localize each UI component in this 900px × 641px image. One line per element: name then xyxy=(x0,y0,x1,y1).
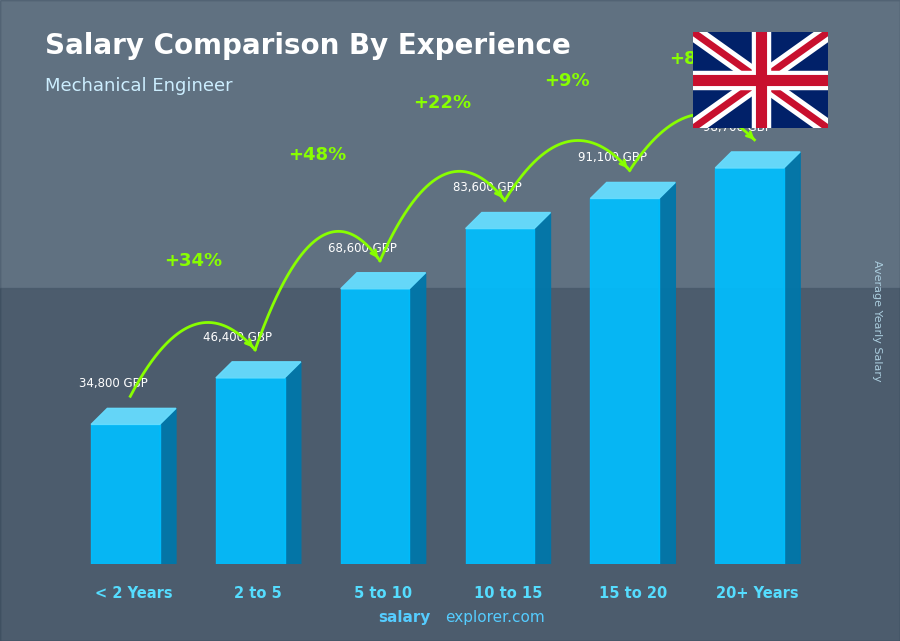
Text: 5 to 10: 5 to 10 xyxy=(354,586,412,601)
Bar xyxy=(0,288,900,641)
Bar xyxy=(716,168,784,564)
Polygon shape xyxy=(535,213,551,564)
Polygon shape xyxy=(784,152,800,564)
Polygon shape xyxy=(716,152,800,168)
Polygon shape xyxy=(160,408,176,564)
Text: 20+ Years: 20+ Years xyxy=(716,586,799,601)
Bar xyxy=(341,289,410,564)
Text: Mechanical Engineer: Mechanical Engineer xyxy=(45,77,232,95)
Text: Average Yearly Salary: Average Yearly Salary xyxy=(872,260,883,381)
Text: < 2 Years: < 2 Years xyxy=(94,586,172,601)
Text: 15 to 20: 15 to 20 xyxy=(598,586,667,601)
Polygon shape xyxy=(216,362,301,378)
Polygon shape xyxy=(590,183,675,199)
Text: salary: salary xyxy=(378,610,430,625)
Text: 46,400 GBP: 46,400 GBP xyxy=(203,331,273,344)
Polygon shape xyxy=(91,408,176,424)
Polygon shape xyxy=(659,183,675,564)
Bar xyxy=(0,0,900,288)
Bar xyxy=(216,378,284,564)
Text: +22%: +22% xyxy=(413,94,472,112)
Text: +8%: +8% xyxy=(670,49,715,68)
Text: 68,600 GBP: 68,600 GBP xyxy=(328,242,397,254)
Polygon shape xyxy=(465,213,551,229)
Text: 98,700 GBP: 98,700 GBP xyxy=(703,121,771,134)
Bar xyxy=(590,199,659,564)
Text: 2 to 5: 2 to 5 xyxy=(235,586,283,601)
Bar xyxy=(91,424,160,564)
Text: 10 to 15: 10 to 15 xyxy=(474,586,542,601)
Text: explorer.com: explorer.com xyxy=(446,610,545,625)
Text: 83,600 GBP: 83,600 GBP xyxy=(453,181,522,194)
Text: +34%: +34% xyxy=(164,251,221,269)
Text: 34,800 GBP: 34,800 GBP xyxy=(78,378,148,390)
Bar xyxy=(465,229,535,564)
Text: 91,100 GBP: 91,100 GBP xyxy=(578,151,647,164)
Text: +48%: +48% xyxy=(288,146,346,164)
Polygon shape xyxy=(284,362,301,564)
Text: Salary Comparison By Experience: Salary Comparison By Experience xyxy=(45,32,571,60)
Text: +9%: +9% xyxy=(544,72,590,90)
Polygon shape xyxy=(341,272,426,289)
Polygon shape xyxy=(410,272,426,564)
